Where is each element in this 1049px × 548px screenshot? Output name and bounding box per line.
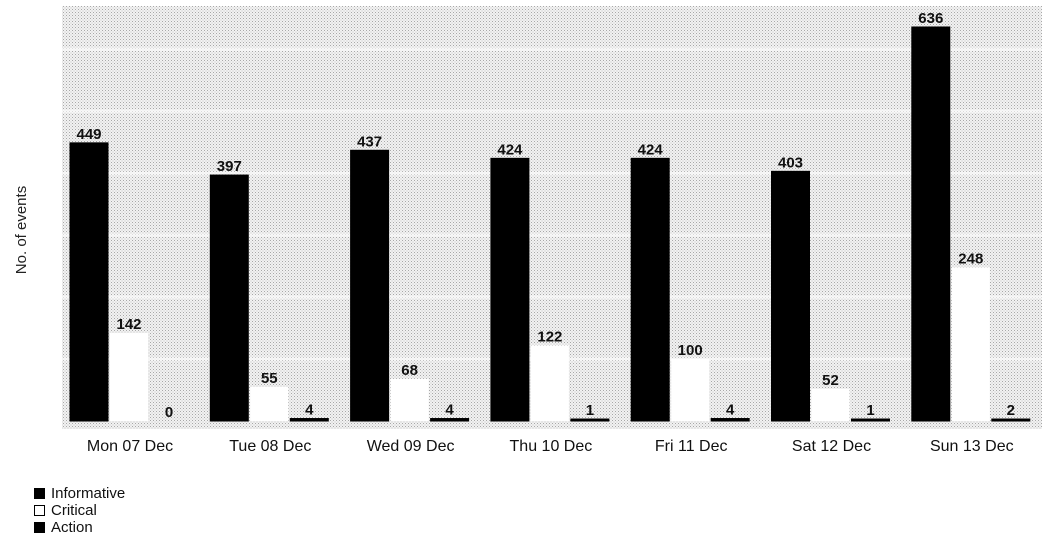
bar-informative-tue-08-dec — [209, 174, 249, 422]
data-label-action-sun-13-dec: 2 — [1007, 402, 1015, 419]
bar-critical-mon-07-dec — [110, 333, 148, 421]
data-label-critical-sun-13-dec: 248 — [958, 250, 983, 267]
data-label-critical-mon-07-dec: 142 — [116, 316, 141, 333]
bar-critical-wed-09-dec — [390, 378, 429, 421]
data-label-action-fri-11-dec: 4 — [726, 402, 735, 419]
data-label-action-thu-10-dec: 1 — [586, 402, 594, 419]
bar-action-fri-11-dec — [710, 418, 750, 422]
data-label-informative-mon-07-dec: 449 — [76, 126, 101, 143]
x-tick-label-sun-13-dec: Sun 13 Dec — [930, 438, 1014, 455]
legend-item-critical: Critical — [34, 502, 125, 519]
bar-action-sun-13-dec — [991, 418, 1031, 422]
data-label-critical-wed-09-dec: 68 — [401, 362, 418, 379]
bar-informative-thu-10-dec — [490, 157, 530, 422]
legend-swatch-action — [34, 522, 45, 533]
data-label-informative-sat-12-dec: 403 — [778, 154, 803, 171]
legend-label-action: Action — [51, 519, 93, 536]
bar-critical-fri-11-dec — [671, 359, 710, 421]
data-label-informative-sun-13-dec: 636 — [918, 10, 943, 27]
x-tick-label-sat-12-dec: Sat 12 Dec — [792, 438, 871, 455]
x-tick-labels: Mon 07 Dec Tue 08 Dec Wed 09 Dec Thu 10 Dec… — [87, 438, 1014, 455]
data-label-critical-sat-12-dec: 52 — [822, 372, 839, 389]
data-label-informative-wed-09-dec: 437 — [357, 133, 382, 150]
data-label-action-mon-07-dec: 0 — [165, 404, 173, 421]
legend-label-critical: Critical — [51, 502, 97, 519]
bars — [69, 26, 1031, 422]
data-label-informative-thu-10-dec: 424 — [497, 141, 523, 158]
legend-label-informative: Informative — [51, 485, 126, 502]
x-tick-label-tue-08-dec: Tue 08 Dec — [229, 438, 311, 455]
legend-item-informative: Informative — [34, 485, 125, 502]
data-label-critical-tue-08-dec: 55 — [261, 370, 278, 387]
data-labels: 449 142 0 397 55 4 437 68 4 424 122 1 424 100 4 403 52 1 6… — [76, 10, 1014, 421]
x-tick-label-mon-07-dec: Mon 07 Dec — [87, 438, 173, 455]
legend-swatch-informative — [34, 488, 45, 499]
bar-critical-sun-13-dec — [951, 267, 990, 421]
data-label-informative-fri-11-dec: 424 — [638, 141, 664, 158]
x-tick-label-wed-09-dec: Wed 09 Dec — [367, 438, 455, 455]
data-label-action-wed-09-dec: 4 — [445, 402, 454, 419]
bar-action-thu-10-dec — [570, 418, 610, 422]
data-label-informative-tue-08-dec: 397 — [217, 158, 242, 175]
bar-critical-thu-10-dec — [530, 345, 569, 421]
bar-informative-sun-13-dec — [911, 26, 951, 422]
x-tick-label-thu-10-dec: Thu 10 Dec — [510, 438, 593, 455]
data-label-critical-fri-11-dec: 100 — [678, 342, 703, 359]
y-axis-label: No. of events — [13, 186, 30, 274]
x-tick-label-fri-11-dec: Fri 11 Dec — [655, 438, 728, 455]
legend-item-action: Action — [34, 519, 125, 536]
data-label-critical-thu-10-dec: 122 — [537, 328, 562, 345]
legend-swatch-critical — [34, 505, 45, 516]
bar-informative-sat-12-dec — [771, 170, 810, 422]
bar-informative-fri-11-dec — [630, 157, 670, 422]
bar-informative-wed-09-dec — [350, 149, 390, 422]
data-label-action-tue-08-dec: 4 — [305, 402, 314, 419]
bar-informative-mon-07-dec — [69, 142, 109, 422]
bar-critical-sat-12-dec — [811, 388, 850, 421]
legend: Informative Critical Action — [34, 485, 125, 536]
bar-action-tue-08-dec — [289, 418, 329, 422]
bar-action-sat-12-dec — [851, 418, 890, 422]
bar-action-wed-09-dec — [430, 418, 470, 422]
data-label-action-sat-12-dec: 1 — [866, 402, 874, 419]
bar-critical-tue-08-dec — [250, 386, 289, 421]
